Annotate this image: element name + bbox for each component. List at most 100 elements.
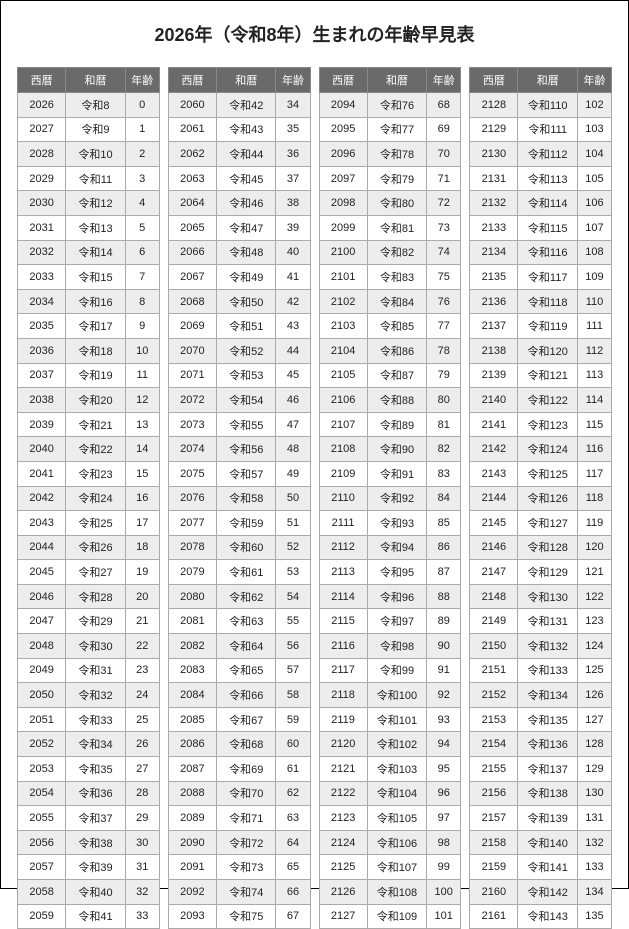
table-row: 2117令和9991 (319, 658, 461, 683)
cell-wareki: 令和41 (66, 904, 126, 929)
cell-seireki: 2161 (470, 904, 518, 929)
cell-seireki: 2058 (18, 880, 66, 905)
cell-wareki: 令和89 (367, 412, 427, 437)
cell-nenrei: 37 (276, 166, 310, 191)
table-row: 2063令和4537 (168, 166, 310, 191)
cell-nenrei: 40 (276, 240, 310, 265)
table-row: 2050令和3224 (18, 683, 160, 708)
cell-seireki: 2102 (319, 289, 367, 314)
cell-wareki: 令和90 (367, 437, 427, 462)
cell-nenrei: 10 (125, 338, 159, 363)
cell-nenrei: 22 (125, 634, 159, 659)
table-row: 2154令和136128 (470, 732, 612, 757)
header-wareki: 和暦 (66, 68, 126, 93)
cell-seireki: 2122 (319, 781, 367, 806)
cell-nenrei: 108 (577, 240, 611, 265)
cell-nenrei: 84 (427, 486, 461, 511)
cell-wareki: 令和130 (518, 584, 578, 609)
cell-wareki: 令和19 (66, 363, 126, 388)
cell-seireki: 2064 (168, 191, 216, 216)
table-row: 2088令和7062 (168, 781, 310, 806)
cell-seireki: 2112 (319, 535, 367, 560)
cell-wareki: 令和50 (216, 289, 276, 314)
cell-wareki: 令和20 (66, 388, 126, 413)
cell-nenrei: 98 (427, 830, 461, 855)
cell-seireki: 2061 (168, 117, 216, 142)
cell-seireki: 2086 (168, 732, 216, 757)
table-row: 2070令和5244 (168, 338, 310, 363)
table-row: 2144令和126118 (470, 486, 612, 511)
table-row: 2030令和124 (18, 191, 160, 216)
table-row: 2085令和6759 (168, 707, 310, 732)
cell-seireki: 2030 (18, 191, 66, 216)
cell-nenrei: 27 (125, 757, 159, 782)
table-row: 2035令和179 (18, 314, 160, 339)
table-row: 2028令和102 (18, 142, 160, 167)
cell-nenrei: 135 (577, 904, 611, 929)
cell-wareki: 令和70 (216, 781, 276, 806)
table-row: 2159令和141133 (470, 855, 612, 880)
cell-seireki: 2145 (470, 511, 518, 536)
cell-seireki: 2070 (168, 338, 216, 363)
cell-seireki: 2034 (18, 289, 66, 314)
cell-nenrei: 45 (276, 363, 310, 388)
cell-seireki: 2042 (18, 486, 66, 511)
table-row: 2138令和120112 (470, 338, 612, 363)
cell-wareki: 令和64 (216, 634, 276, 659)
table-row: 2089令和7163 (168, 806, 310, 831)
cell-seireki: 2159 (470, 855, 518, 880)
cell-wareki: 令和141 (518, 855, 578, 880)
cell-nenrei: 25 (125, 707, 159, 732)
table-row: 2037令和1911 (18, 363, 160, 388)
cell-nenrei: 42 (276, 289, 310, 314)
cell-seireki: 2126 (319, 880, 367, 905)
cell-seireki: 2026 (18, 93, 66, 118)
table-row: 2087令和6961 (168, 757, 310, 782)
cell-wareki: 令和127 (518, 511, 578, 536)
cell-nenrei: 5 (125, 215, 159, 240)
table-row: 2044令和2618 (18, 535, 160, 560)
header-wareki: 和暦 (518, 68, 578, 93)
table-row: 2137令和119111 (470, 314, 612, 339)
cell-wareki: 令和67 (216, 707, 276, 732)
cell-seireki: 2093 (168, 904, 216, 929)
cell-nenrei: 11 (125, 363, 159, 388)
cell-seireki: 2082 (168, 634, 216, 659)
table-row: 2068令和5042 (168, 289, 310, 314)
cell-nenrei: 33 (125, 904, 159, 929)
cell-seireki: 2151 (470, 658, 518, 683)
cell-seireki: 2031 (18, 215, 66, 240)
cell-seireki: 2133 (470, 215, 518, 240)
cell-wareki: 令和99 (367, 658, 427, 683)
cell-nenrei: 72 (427, 191, 461, 216)
cell-seireki: 2106 (319, 388, 367, 413)
cell-wareki: 令和36 (66, 781, 126, 806)
cell-seireki: 2057 (18, 855, 66, 880)
table-row: 2131令和113105 (470, 166, 612, 191)
cell-nenrei: 6 (125, 240, 159, 265)
cell-nenrei: 59 (276, 707, 310, 732)
cell-wareki: 令和93 (367, 511, 427, 536)
cell-wareki: 令和94 (367, 535, 427, 560)
cell-wareki: 令和15 (66, 265, 126, 290)
cell-seireki: 2114 (319, 584, 367, 609)
cell-nenrei: 12 (125, 388, 159, 413)
table-row: 2041令和2315 (18, 461, 160, 486)
cell-wareki: 令和59 (216, 511, 276, 536)
table-row: 2074令和5648 (168, 437, 310, 462)
table-row: 2052令和3426 (18, 732, 160, 757)
cell-nenrei: 60 (276, 732, 310, 757)
table-row: 2075令和5749 (168, 461, 310, 486)
table-row: 2036令和1810 (18, 338, 160, 363)
cell-seireki: 2153 (470, 707, 518, 732)
cell-seireki: 2105 (319, 363, 367, 388)
cell-nenrei: 15 (125, 461, 159, 486)
cell-wareki: 令和119 (518, 314, 578, 339)
cell-seireki: 2124 (319, 830, 367, 855)
cell-seireki: 2130 (470, 142, 518, 167)
age-table: 西暦和暦年齢2094令和76682095令和77692096令和78702097… (319, 67, 462, 929)
cell-nenrei: 87 (427, 560, 461, 585)
cell-nenrei: 50 (276, 486, 310, 511)
cell-nenrei: 13 (125, 412, 159, 437)
table-row: 2045令和2719 (18, 560, 160, 585)
